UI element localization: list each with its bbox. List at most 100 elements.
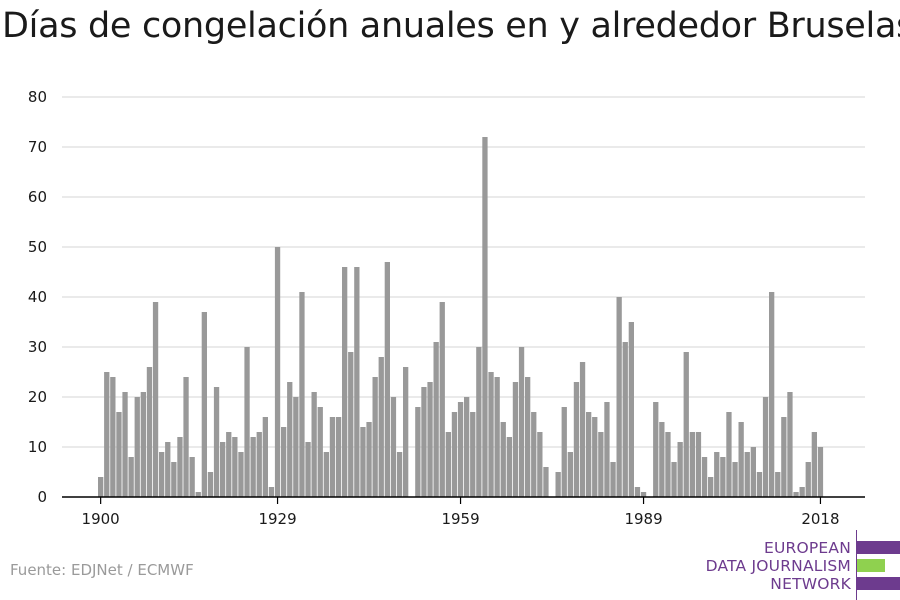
bar [781, 417, 787, 497]
bar [555, 472, 561, 497]
bar [189, 457, 195, 497]
bar [525, 377, 531, 497]
bar [457, 402, 464, 497]
chart-title: Días de congelación anuales en y alreded… [2, 6, 900, 46]
bar [116, 412, 122, 497]
bar [226, 432, 232, 497]
bar [799, 487, 805, 497]
bar [512, 382, 519, 497]
bar [518, 347, 525, 497]
bar [152, 302, 159, 497]
bar [366, 422, 372, 497]
edjnet-logo[interactable]: EUROPEAN DATA JOURNALISM NETWORK [700, 530, 900, 600]
bar [677, 442, 683, 497]
bar [616, 297, 622, 497]
logo-bar-purple-bottom [857, 577, 900, 590]
bar [293, 397, 299, 497]
bar [494, 377, 500, 497]
bar [348, 352, 354, 497]
bar [360, 427, 366, 497]
bar [128, 457, 134, 497]
bar [640, 492, 647, 497]
bar [311, 392, 317, 497]
bar [708, 477, 714, 497]
bar [98, 477, 104, 497]
bar [567, 452, 573, 497]
x-tick-label: 1959 [441, 510, 479, 528]
bar [610, 462, 616, 497]
y-tick-label: 80 [28, 88, 47, 106]
y-axis-tick-labels: 0 10 20 30 40 50 60 70 80 [28, 88, 47, 506]
bar [683, 352, 689, 497]
bar [329, 417, 336, 497]
bar [433, 342, 439, 497]
y-tick-label: 20 [28, 388, 47, 406]
bar [299, 292, 305, 497]
bar [281, 427, 287, 497]
bar [543, 467, 549, 497]
bar [470, 412, 476, 497]
bar [213, 387, 220, 497]
y-tick-label: 50 [28, 238, 47, 256]
bar [561, 407, 567, 497]
bar [232, 437, 238, 497]
bar [354, 267, 360, 497]
logo-text-line-2: DATA JOURNALISM [705, 557, 851, 575]
logo-text-line-3: NETWORK [770, 575, 851, 593]
bar [415, 407, 421, 497]
bar [756, 472, 763, 497]
bar [811, 432, 817, 497]
bar [110, 377, 116, 497]
bar [335, 417, 342, 497]
bar [488, 372, 494, 497]
bar [104, 372, 110, 497]
bar [787, 392, 793, 497]
bar [146, 367, 153, 497]
x-axis: 1900 1929 1959 1989 2018 [62, 496, 865, 528]
bar [579, 362, 586, 497]
bar [268, 487, 275, 497]
bar [195, 492, 201, 497]
bar [171, 462, 177, 497]
x-tick-label: 1929 [258, 510, 296, 528]
bar [464, 397, 470, 497]
bar [531, 412, 537, 497]
bar [445, 432, 451, 497]
bar [403, 367, 409, 497]
bar [744, 452, 750, 497]
x-tick-label: 1989 [624, 510, 662, 528]
grid-lines [62, 96, 865, 448]
y-tick-label: 30 [28, 338, 47, 356]
logo-text-line-1: EUROPEAN [763, 539, 851, 557]
bar [805, 462, 811, 497]
y-tick-label: 40 [28, 288, 47, 306]
bar [653, 402, 659, 497]
source-note: Fuente: EDJNet / ECMWF [10, 561, 194, 579]
bar [537, 432, 543, 497]
bar [482, 137, 488, 497]
bar [183, 377, 189, 497]
bar [323, 452, 329, 497]
bar [586, 412, 592, 497]
bar [421, 387, 427, 497]
bar [305, 442, 311, 497]
bar [220, 442, 226, 497]
bar [500, 422, 506, 497]
bar [793, 492, 799, 497]
bar [701, 457, 708, 497]
y-tick-label: 60 [28, 188, 47, 206]
bar [390, 397, 397, 497]
bar [378, 357, 384, 497]
logo-bar-purple-top [857, 541, 900, 554]
bar [689, 432, 695, 497]
bar [659, 422, 665, 497]
bar [207, 472, 214, 497]
y-tick-label: 0 [37, 488, 47, 506]
bar [396, 452, 403, 497]
bar [714, 452, 720, 497]
bar [140, 392, 146, 497]
bar [720, 457, 726, 497]
bar [732, 462, 738, 497]
bar [177, 437, 183, 497]
